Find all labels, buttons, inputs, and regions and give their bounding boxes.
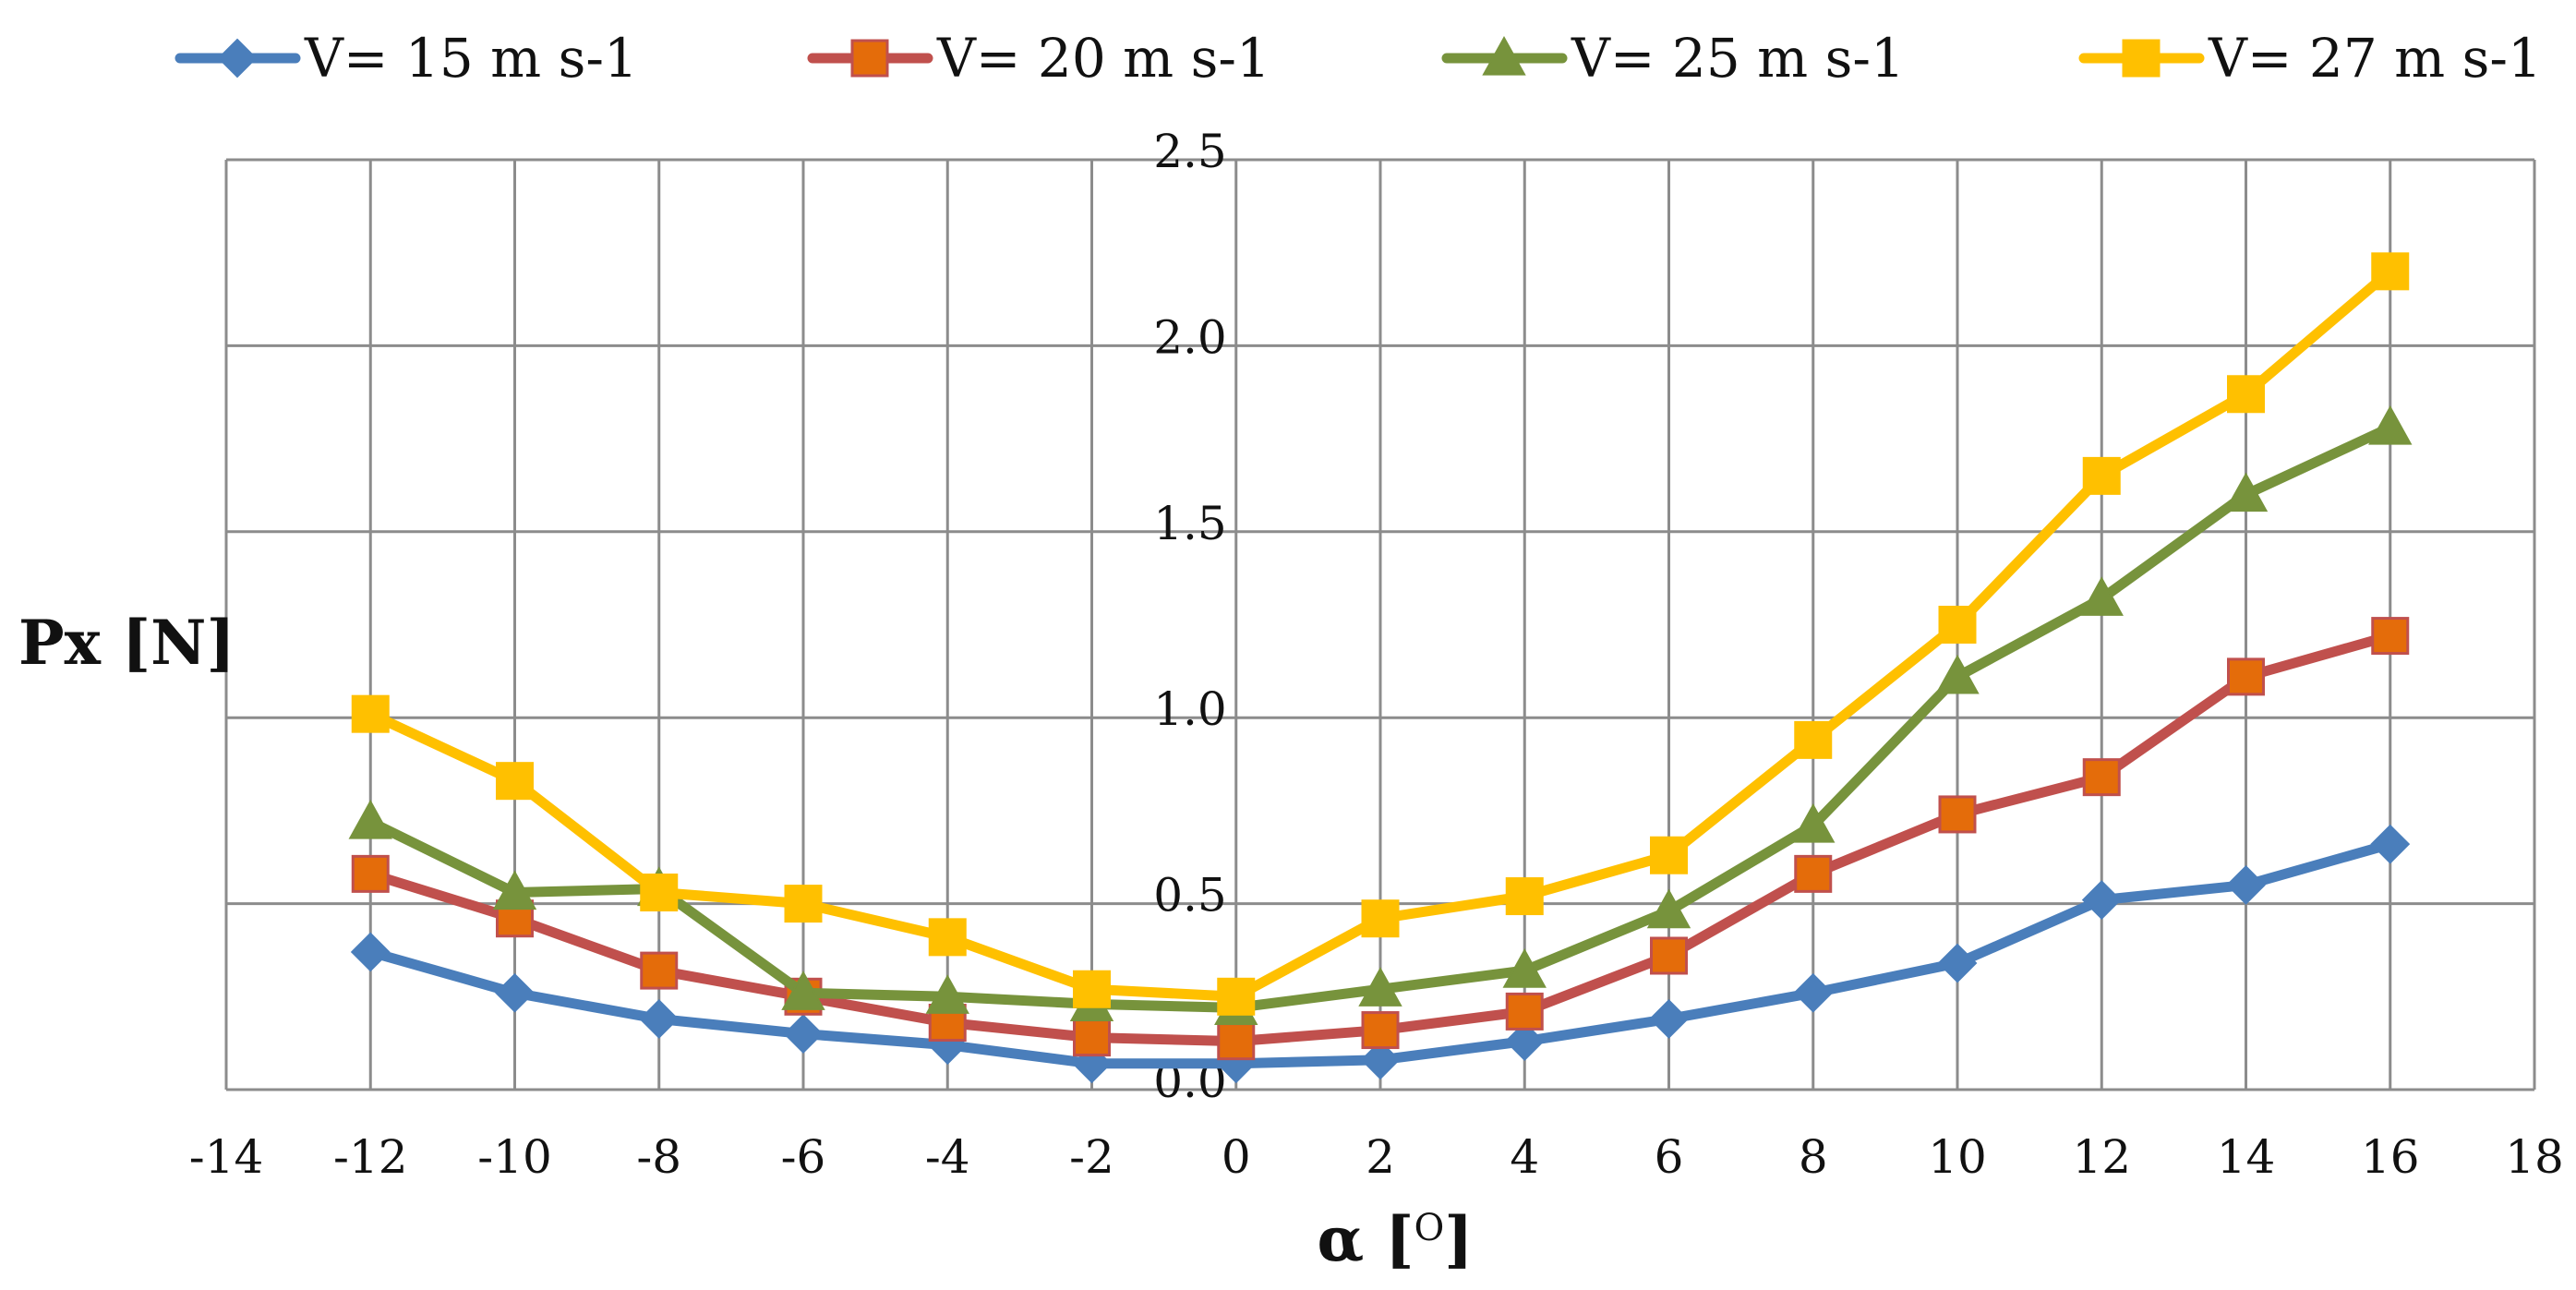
data-point-marker	[1073, 970, 1111, 1008]
data-point-marker	[1358, 967, 1402, 1007]
data-point-marker	[784, 885, 823, 923]
x-tick-label: 4	[1510, 1130, 1539, 1184]
y-tick-label: 1.5	[1153, 497, 1227, 550]
data-point-marker	[1650, 836, 1688, 874]
legend-item: V= 27 m s-1	[2078, 27, 2542, 90]
data-point-marker	[217, 38, 258, 78]
y-tick-label: 0.5	[1153, 869, 1227, 922]
data-point-marker	[1505, 877, 1544, 916]
data-point-marker	[639, 999, 680, 1039]
data-point-marker	[1217, 1022, 1256, 1061]
data-point-marker	[350, 932, 391, 972]
data-point-marker	[1793, 972, 1834, 1013]
x-tick-label: 8	[1799, 1130, 1828, 1184]
data-point-marker	[1935, 654, 1980, 694]
data-point-marker	[1361, 899, 1400, 938]
data-point-marker	[1937, 943, 1978, 983]
data-point-marker	[1650, 936, 1688, 975]
data-point-marker	[351, 854, 390, 893]
tick-labels: -14 -12 -10 -8 -6 -4 -2 0 2 4 6 8 10 12 14 16 180.00.51.…	[189, 125, 2564, 1184]
x-tick-label: 6	[1655, 1130, 1684, 1184]
x-tick-label: 16	[2361, 1130, 2420, 1184]
x-tick-label: -8	[636, 1130, 681, 1184]
x-tick-label: -4	[925, 1130, 970, 1184]
data-point-marker	[1938, 795, 1977, 834]
data-point-marker	[2122, 39, 2161, 78]
x-tick-label: -2	[1069, 1130, 1114, 1184]
x-tick-label: 0	[1222, 1130, 1251, 1184]
data-point-marker	[1794, 854, 1833, 893]
legend-item: V= 15 m s-1	[175, 27, 638, 90]
data-point-marker	[1649, 999, 1689, 1039]
data-point-marker	[348, 799, 392, 839]
data-point-marker	[2227, 375, 2265, 414]
legend-label: V= 25 m s-1	[1571, 27, 1905, 90]
data-point-marker	[1505, 992, 1544, 1031]
legend-label: V= 15 m s-1	[304, 27, 638, 90]
legend-item: V= 25 m s-1	[1441, 27, 1905, 90]
y-tick-label: 1.0	[1153, 682, 1227, 736]
data-point-marker	[2082, 456, 2121, 495]
legend-item: V= 20 m s-1	[807, 27, 1270, 90]
x-tick-label: -10	[477, 1130, 552, 1184]
series-4	[351, 252, 2410, 1016]
y-tick-label: 2.5	[1153, 125, 1227, 178]
data-point-marker	[781, 971, 825, 1010]
data-point-marker	[2227, 657, 2265, 696]
data-point-marker	[640, 951, 679, 990]
x-tick-label: -6	[781, 1130, 826, 1184]
data-point-marker	[928, 918, 967, 957]
x-axis-title: α [O]	[1317, 1203, 1473, 1275]
x-tick-label: 14	[2217, 1130, 2276, 1184]
data-point-marker	[1073, 1019, 1111, 1057]
x-axis-title-main: α [	[1317, 1203, 1414, 1275]
data-point-marker	[2223, 472, 2269, 512]
data-point-marker	[2081, 880, 2122, 920]
data-point-marker	[1217, 977, 1256, 1016]
y-axis-title: Px [N]	[18, 607, 235, 679]
x-tick-label: 12	[2072, 1130, 2131, 1184]
y-tick-label: 2.0	[1153, 310, 1227, 364]
x-axis-title-suffix: ]	[1444, 1203, 1473, 1275]
data-point-marker	[1482, 35, 1526, 76]
data-point-marker	[1502, 948, 1547, 988]
data-point-marker	[496, 762, 534, 801]
data-point-marker	[1791, 802, 1836, 843]
x-tick-label: -12	[333, 1130, 408, 1184]
legend-label: V= 27 m s-1	[2208, 27, 2542, 90]
data-point-marker	[1360, 1040, 1401, 1080]
data-point-marker	[1504, 1021, 1545, 1062]
data-point-marker	[2371, 617, 2410, 656]
series-1	[350, 824, 2411, 1084]
x-tick-label: 10	[1928, 1130, 1987, 1184]
data-point-marker	[2226, 865, 2266, 905]
data-point-marker	[2368, 404, 2413, 445]
series-group	[348, 252, 2413, 1084]
data-point-marker	[2371, 252, 2410, 291]
data-point-marker	[2079, 576, 2124, 616]
x-axis-title-superscript: O	[1414, 1207, 1444, 1249]
data-point-marker	[2370, 824, 2411, 864]
data-point-marker	[1361, 1011, 1400, 1050]
data-point-marker	[1794, 720, 1833, 759]
data-point-marker	[925, 974, 969, 1014]
legend: V= 15 m s-1 V= 20 m s-1 V= 25 m s-1 V= 27 m…	[175, 27, 2542, 90]
x-tick-label: 2	[1366, 1130, 1395, 1184]
data-point-marker	[783, 1014, 824, 1054]
data-point-marker	[492, 870, 537, 910]
data-point-marker	[1646, 888, 1691, 929]
legend-label: V= 20 m s-1	[936, 27, 1270, 90]
data-point-marker	[850, 39, 889, 78]
data-point-marker	[2082, 758, 2121, 797]
data-point-marker	[351, 694, 390, 733]
grid-lines	[224, 158, 2536, 1091]
x-tick-label: 18	[2505, 1130, 2564, 1184]
data-point-marker	[495, 972, 535, 1013]
data-point-marker	[640, 874, 679, 912]
x-tick-label: -14	[189, 1130, 264, 1184]
data-point-marker	[1938, 606, 1977, 644]
